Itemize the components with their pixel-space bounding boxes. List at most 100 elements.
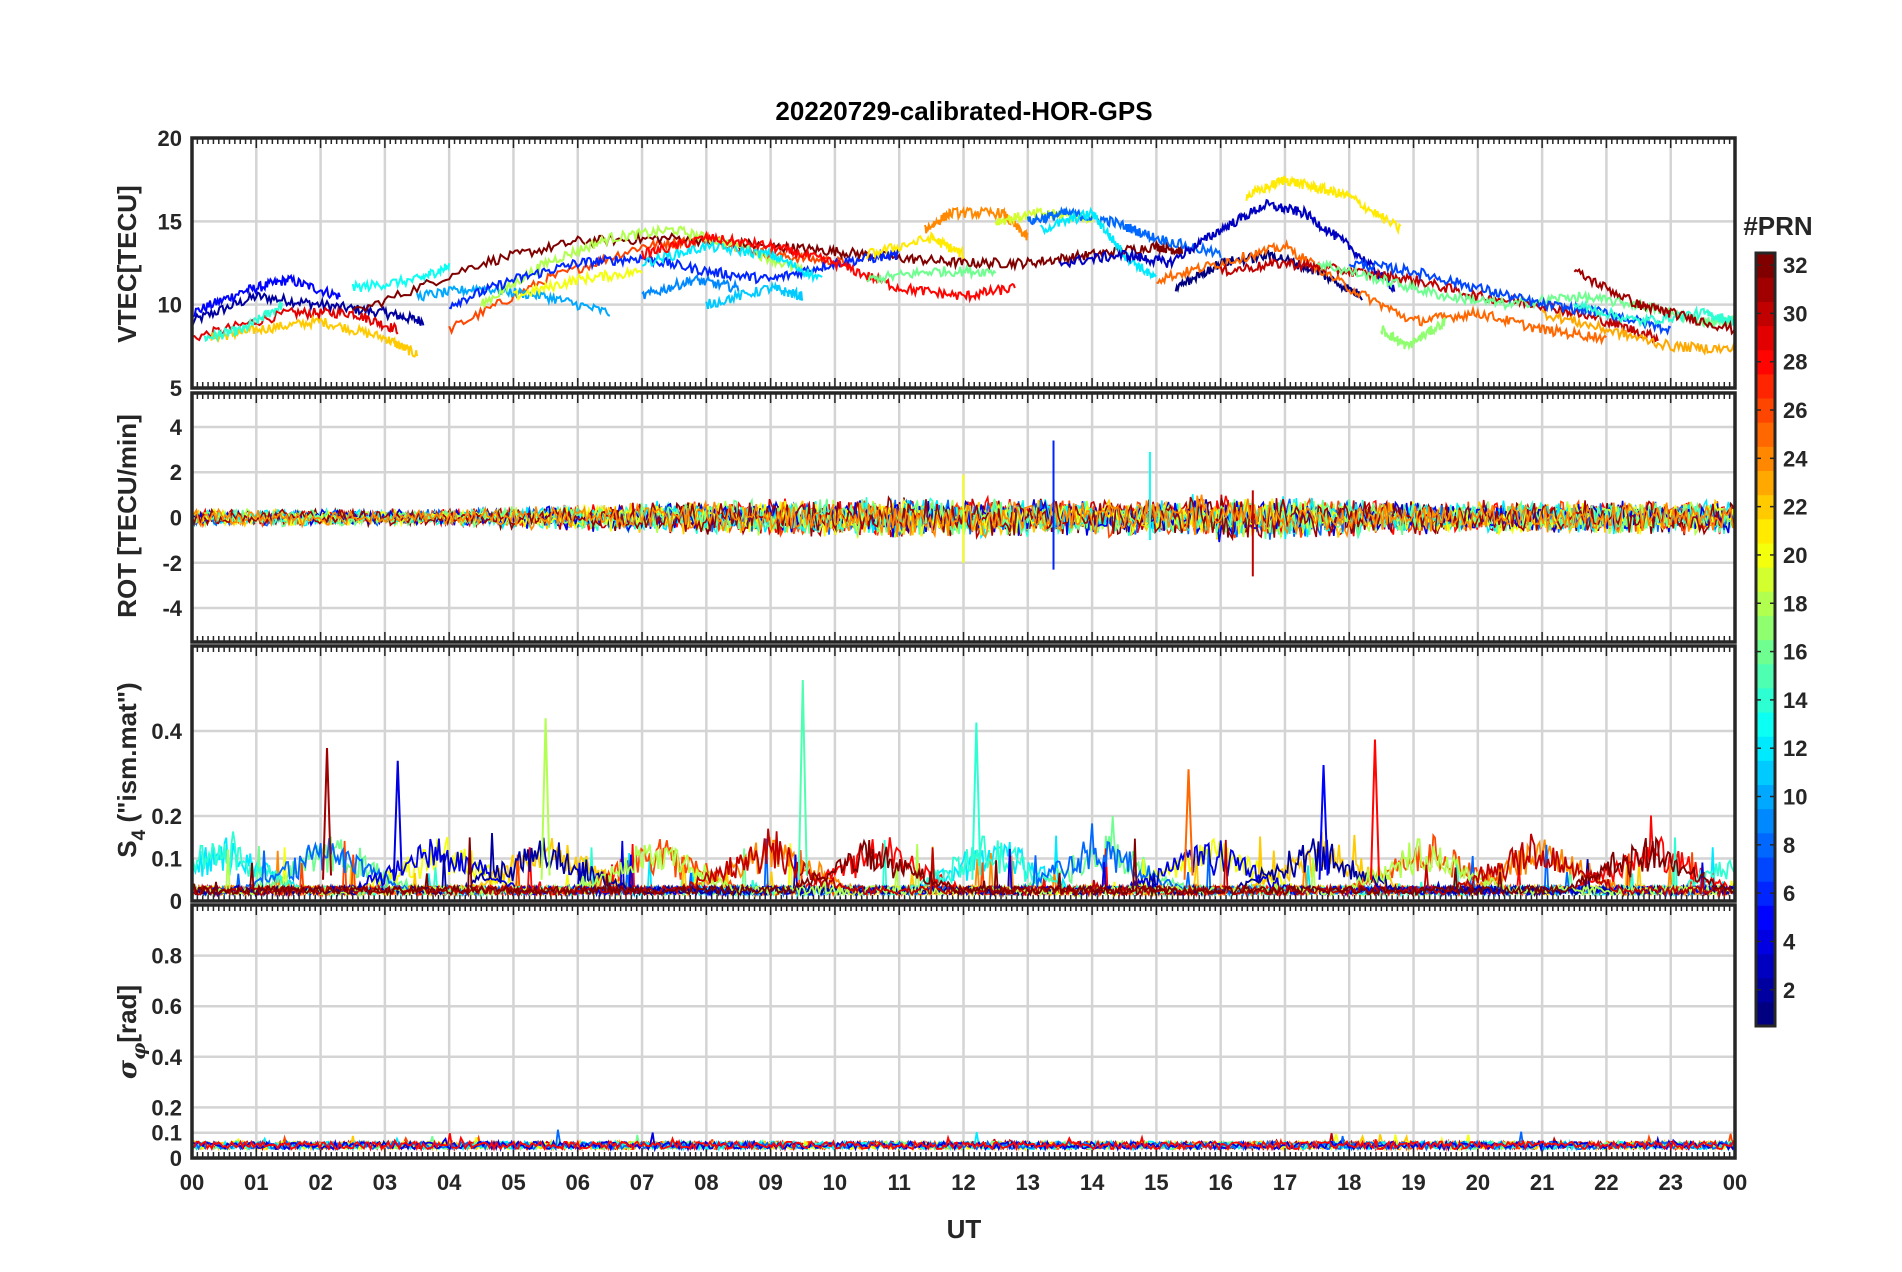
colorbar-swatch	[1756, 253, 1775, 278]
x-tick-label: 19	[1401, 1170, 1425, 1195]
s4-peak	[1318, 764, 1329, 880]
colorbar-tick-label: 32	[1783, 253, 1807, 278]
colorbar-swatch	[1756, 881, 1775, 906]
x-tick-label: 06	[566, 1170, 590, 1195]
y-tick-label: 0.1	[151, 847, 182, 872]
colorbar-swatch	[1756, 277, 1775, 302]
x-tick-label: 14	[1080, 1170, 1105, 1195]
colorbar-swatch	[1756, 518, 1775, 544]
colorbar-tick-label: 14	[1783, 688, 1808, 713]
sigma-phi-ylabel: σφ[rad]	[112, 985, 150, 1079]
colorbar-swatch	[1756, 325, 1775, 351]
y-tick-label: 0.8	[151, 944, 182, 969]
vtec-series-prn-17	[1380, 317, 1447, 351]
vtec-series-prn-12	[1039, 206, 1157, 281]
colorbar-swatch	[1756, 808, 1775, 834]
panel-border	[190, 644, 1737, 903]
vtec-series-prn-12	[641, 239, 823, 284]
colorbar-swatch	[1756, 446, 1775, 472]
x-tick-label: 04	[437, 1170, 462, 1195]
x-tick-label: 08	[694, 1170, 718, 1195]
colorbar-swatch	[1756, 905, 1775, 930]
colorbar-swatch	[1756, 591, 1775, 616]
colorbar-swatch	[1756, 615, 1775, 641]
colorbar-swatch	[1756, 784, 1775, 810]
colorbar-swatch	[1756, 736, 1775, 761]
x-tick-label: 20	[1466, 1170, 1490, 1195]
colorbar-swatch	[1756, 687, 1775, 713]
colorbar-swatch	[1756, 373, 1775, 399]
colorbar-swatch	[1756, 711, 1775, 737]
colorbar-tick-label: 12	[1783, 736, 1807, 761]
x-tick-label: 03	[373, 1170, 397, 1195]
s4-panel: 0 0.1 0.2 0.4	[151, 644, 1737, 914]
x-tick-label: 22	[1594, 1170, 1618, 1195]
colorbar-swatch	[1756, 1001, 1775, 1027]
y-tick-label: 0	[170, 889, 182, 914]
colorbar-tick-label: 28	[1783, 350, 1807, 375]
vtec-series-prn-11	[705, 280, 804, 310]
colorbar-tick-label: 4	[1783, 929, 1796, 954]
x-axis: 00 01 02 03 04 05 06 07 08 09 10 11 12 13 14 15 16 17 18 19…	[180, 1170, 1747, 1195]
y-tick-label: 20	[158, 126, 182, 151]
vtec-series-prn-25	[1156, 238, 1608, 346]
vtec-panel: 5 10 15 20	[158, 126, 1737, 401]
vtec-series-prn-24	[923, 205, 1029, 241]
s4-series-prn-30	[192, 828, 1735, 899]
colorbar-swatch	[1756, 832, 1775, 858]
colorbar-border	[1754, 251, 1777, 1028]
colorbar-tick-label: 30	[1783, 301, 1807, 326]
x-tick-label: 11	[888, 1170, 911, 1195]
colorbar-tick-label: 20	[1783, 543, 1807, 568]
x-tick-label: 10	[823, 1170, 847, 1195]
colorbar-tick-label: 10	[1783, 785, 1807, 810]
colorbar-tick-label: 24	[1783, 446, 1808, 471]
y-tick-label: -4	[162, 596, 182, 621]
colorbar-swatch	[1756, 953, 1775, 979]
colorbar-swatch	[1756, 422, 1775, 447]
s4-peak	[1369, 739, 1380, 880]
y-tick-label: 2	[170, 460, 182, 485]
rot-ylabel: ROT [TECU/min]	[112, 414, 142, 618]
x-tick-label: 17	[1273, 1170, 1297, 1195]
colorbar-swatch	[1756, 542, 1775, 568]
vtec-series-prn-20	[512, 265, 643, 302]
y-tick-label: 4	[170, 415, 183, 440]
y-tick-label: -2	[162, 551, 182, 576]
colorbar-swatch	[1756, 977, 1775, 1003]
vtec-ylabel: VTEC[TECU]	[112, 185, 142, 342]
colorbar-swatch	[1756, 760, 1775, 786]
vtec-series-prn-9	[641, 274, 740, 300]
panel-border	[190, 391, 1737, 644]
vtec-series-prn-6	[448, 247, 900, 310]
x-tick-label: 07	[630, 1170, 654, 1195]
panel-border	[190, 903, 1737, 1160]
colorbar-tick-label: 8	[1783, 833, 1795, 858]
y-tick-label: 0.6	[151, 994, 182, 1019]
s4-peak	[392, 760, 403, 880]
x-tick-label: 02	[308, 1170, 332, 1195]
vtec-series-prn-21	[1245, 175, 1402, 235]
x-tick-label: 00	[180, 1170, 204, 1195]
colorbar-swatch	[1756, 349, 1775, 375]
rot-panel: -4 -2 0 2 4	[162, 391, 1737, 644]
colorbar-tick-label: 22	[1783, 495, 1807, 520]
x-tick-label: 13	[1016, 1170, 1040, 1195]
s4-peak	[322, 747, 333, 880]
vtec-series-prn-13	[351, 263, 451, 293]
y-tick-label: 5	[170, 376, 182, 401]
y-tick-label: 0.2	[151, 804, 182, 829]
vtec-series-prn-3	[1058, 198, 1396, 294]
s4-series-prn-32	[192, 835, 1735, 899]
vtec-series-prn-30	[1219, 256, 1659, 344]
s4-peak	[971, 722, 982, 880]
x-tick-label: 21	[1530, 1170, 1554, 1195]
panel-border	[190, 136, 1737, 390]
colorbar-swatch	[1756, 856, 1775, 882]
y-tick-label: 0	[170, 506, 182, 531]
y-tick-label: 0.4	[151, 719, 182, 744]
sigma-phi-series-prn-28	[192, 1133, 1735, 1152]
vtec-series-prn-5	[192, 273, 341, 318]
